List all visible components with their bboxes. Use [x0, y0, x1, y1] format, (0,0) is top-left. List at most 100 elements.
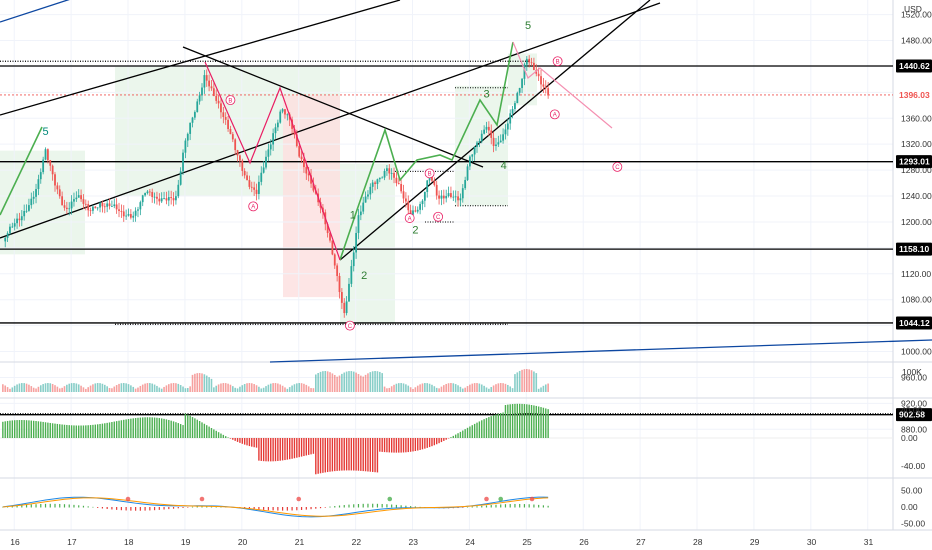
- x-tick-label: 27: [636, 537, 646, 547]
- candle-body: [175, 196, 177, 201]
- wave-circle-label: C: [615, 165, 620, 171]
- histogram-bar: [125, 419, 127, 438]
- histogram-bar: [507, 404, 509, 438]
- histogram-bar: [326, 438, 329, 473]
- candle-body: [139, 202, 142, 210]
- volume-bar: [215, 385, 218, 392]
- histogram-bar: [30, 420, 32, 438]
- candle-body: [82, 199, 85, 204]
- candle-body: [28, 205, 30, 211]
- histogram-bar: [189, 415, 191, 438]
- candle-body: [118, 209, 120, 211]
- osc-bar: [59, 503, 61, 508]
- candle-body: [442, 195, 445, 199]
- candle-body: [158, 198, 161, 202]
- candle-body: [134, 210, 137, 216]
- wave-circle-marker: [552, 56, 563, 67]
- volume-bar: [364, 374, 367, 392]
- volume-bar: [438, 388, 440, 392]
- candle-body: [148, 191, 151, 193]
- osc-bar: [538, 504, 540, 508]
- volume-bar: [345, 371, 348, 392]
- histogram-bar: [255, 438, 258, 448]
- volume-bar: [416, 385, 419, 392]
- histogram-bar: [68, 425, 70, 438]
- candle-body: [468, 156, 471, 167]
- histogram-bar: [414, 438, 417, 452]
- histogram-bar: [426, 438, 428, 448]
- volume-bar: [305, 384, 308, 392]
- candle-body: [220, 103, 222, 113]
- candle-body: [281, 109, 284, 112]
- volume-bar: [94, 383, 97, 392]
- histogram-bar: [476, 422, 478, 438]
- histogram-bar: [428, 438, 431, 448]
- candle-body: [70, 201, 73, 209]
- candle-body: [77, 195, 80, 198]
- histogram-bar: [132, 418, 134, 438]
- candle-body: [203, 75, 206, 88]
- histogram-bar: [56, 423, 59, 438]
- volume-bar: [6, 387, 9, 392]
- x-tick-label: 18: [124, 537, 134, 547]
- volume-bar: [236, 388, 239, 392]
- histogram-bar: [175, 422, 177, 438]
- candle-body: [92, 206, 94, 211]
- candle-body: [217, 100, 220, 104]
- histogram-bar: [521, 403, 523, 438]
- cross-marker: [199, 496, 205, 502]
- volume-bar: [314, 374, 317, 392]
- candle-body: [113, 204, 116, 207]
- price-tag: [896, 408, 932, 422]
- x-tick-label: 26: [579, 537, 589, 547]
- candle-body: [65, 207, 68, 210]
- candle-body: [476, 142, 478, 147]
- osc-bar: [30, 504, 32, 508]
- candle-body: [186, 133, 189, 141]
- osc-bar: [92, 506, 94, 508]
- volume-bar: [158, 387, 161, 392]
- candle-body: [182, 152, 184, 172]
- volume-bar: [547, 383, 549, 392]
- histogram-bar: [111, 422, 113, 438]
- volume-bar: [464, 387, 466, 392]
- volume-bar: [530, 370, 533, 392]
- histogram-bar: [144, 417, 146, 438]
- volume-bar: [227, 383, 229, 392]
- candle-body: [478, 141, 481, 143]
- candle-body: [388, 168, 391, 174]
- volume-bar: [511, 388, 514, 392]
- candle-body: [305, 167, 308, 174]
- candle-body: [153, 196, 156, 198]
- price-tag-label: 1158.10: [899, 244, 930, 254]
- candle-body: [184, 140, 187, 153]
- histogram-bar: [281, 438, 284, 461]
- candle-body: [257, 181, 260, 194]
- volume-bar: [374, 371, 376, 392]
- candle-body: [129, 214, 132, 218]
- candle-body: [350, 266, 353, 284]
- cross-marker: [125, 496, 131, 502]
- candle-body: [447, 193, 450, 197]
- histogram-bar: [201, 422, 203, 438]
- volume-bar: [421, 383, 424, 392]
- histogram-bar: [208, 426, 210, 438]
- y-tick-label: 1520.00: [901, 10, 932, 20]
- histogram-bar: [25, 420, 28, 438]
- histogram-bar: [431, 438, 433, 447]
- trendline: [0, 0, 401, 116]
- histogram-bar: [241, 438, 243, 444]
- volume-bar: [23, 383, 25, 392]
- histogram-bar: [139, 417, 142, 438]
- histogram-bar: [258, 438, 260, 461]
- wave-label: 2: [412, 225, 418, 237]
- histogram-bar: [92, 424, 94, 438]
- volume-bar: [355, 372, 357, 392]
- candle-body: [359, 211, 362, 216]
- volume-bar: [125, 383, 127, 392]
- osc-bar: [419, 506, 421, 508]
- candle-body: [367, 194, 369, 197]
- histogram-bar: [511, 404, 514, 438]
- volume-bar: [286, 388, 289, 392]
